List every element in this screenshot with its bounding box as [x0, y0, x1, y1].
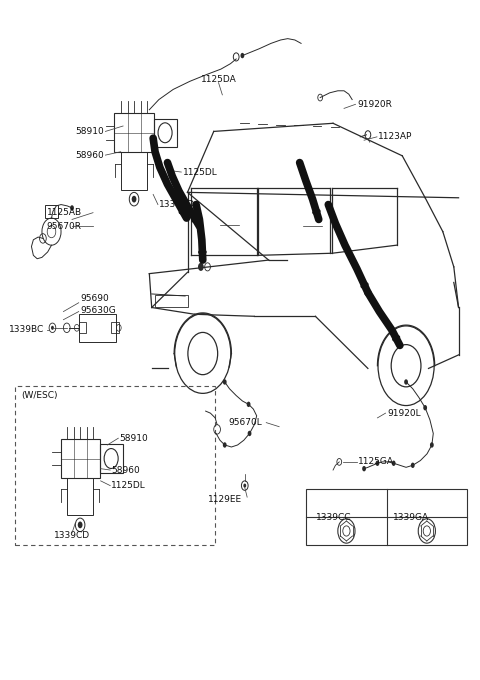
- Text: 95670L: 95670L: [228, 418, 262, 427]
- Bar: [155, 295, 188, 307]
- Bar: [45, 205, 58, 218]
- Bar: [121, 152, 147, 190]
- Circle shape: [132, 196, 136, 203]
- Bar: [67, 478, 93, 515]
- Circle shape: [411, 462, 415, 468]
- Circle shape: [223, 442, 227, 447]
- Circle shape: [198, 262, 204, 271]
- Text: 58910: 58910: [75, 127, 104, 136]
- Circle shape: [243, 483, 246, 488]
- Text: 1125DA: 1125DA: [201, 75, 236, 84]
- Text: 1125GA: 1125GA: [359, 458, 395, 466]
- Bar: [100, 444, 122, 473]
- Text: 1129EE: 1129EE: [208, 494, 242, 504]
- Circle shape: [223, 379, 227, 385]
- Circle shape: [392, 460, 396, 466]
- Bar: [79, 322, 86, 333]
- Circle shape: [248, 430, 252, 436]
- Text: 95630G: 95630G: [80, 307, 116, 316]
- Text: 91920L: 91920L: [387, 409, 420, 418]
- Text: (W/ESC): (W/ESC): [22, 391, 58, 400]
- Circle shape: [375, 460, 379, 466]
- Text: 1339CD: 1339CD: [159, 200, 195, 209]
- Text: 95690: 95690: [80, 294, 109, 303]
- Text: 1339BC: 1339BC: [9, 325, 44, 335]
- Text: 91920R: 91920R: [357, 100, 392, 109]
- Bar: [15, 386, 215, 545]
- Text: 1339CC: 1339CC: [316, 513, 352, 522]
- Bar: [306, 489, 467, 545]
- Text: 1339CD: 1339CD: [54, 530, 90, 539]
- Text: 95670R: 95670R: [47, 222, 82, 231]
- Text: 1125DL: 1125DL: [111, 481, 146, 490]
- Circle shape: [430, 442, 434, 447]
- Bar: [60, 439, 100, 478]
- Text: 1125DL: 1125DL: [183, 167, 217, 177]
- Circle shape: [423, 405, 427, 411]
- Circle shape: [362, 466, 366, 471]
- Circle shape: [404, 379, 408, 385]
- Text: 58960: 58960: [111, 466, 140, 475]
- Circle shape: [247, 402, 251, 407]
- Bar: [111, 322, 119, 333]
- Circle shape: [70, 205, 74, 211]
- Circle shape: [51, 326, 54, 330]
- Text: 58910: 58910: [120, 434, 148, 443]
- Bar: [154, 118, 177, 147]
- Circle shape: [78, 522, 83, 528]
- Text: 1125AB: 1125AB: [47, 208, 82, 217]
- Bar: [79, 313, 116, 342]
- Text: 58960: 58960: [75, 150, 104, 160]
- Circle shape: [240, 53, 244, 58]
- Bar: [115, 113, 154, 152]
- Text: 1123AP: 1123AP: [378, 133, 413, 141]
- Text: 1339GA: 1339GA: [393, 513, 429, 522]
